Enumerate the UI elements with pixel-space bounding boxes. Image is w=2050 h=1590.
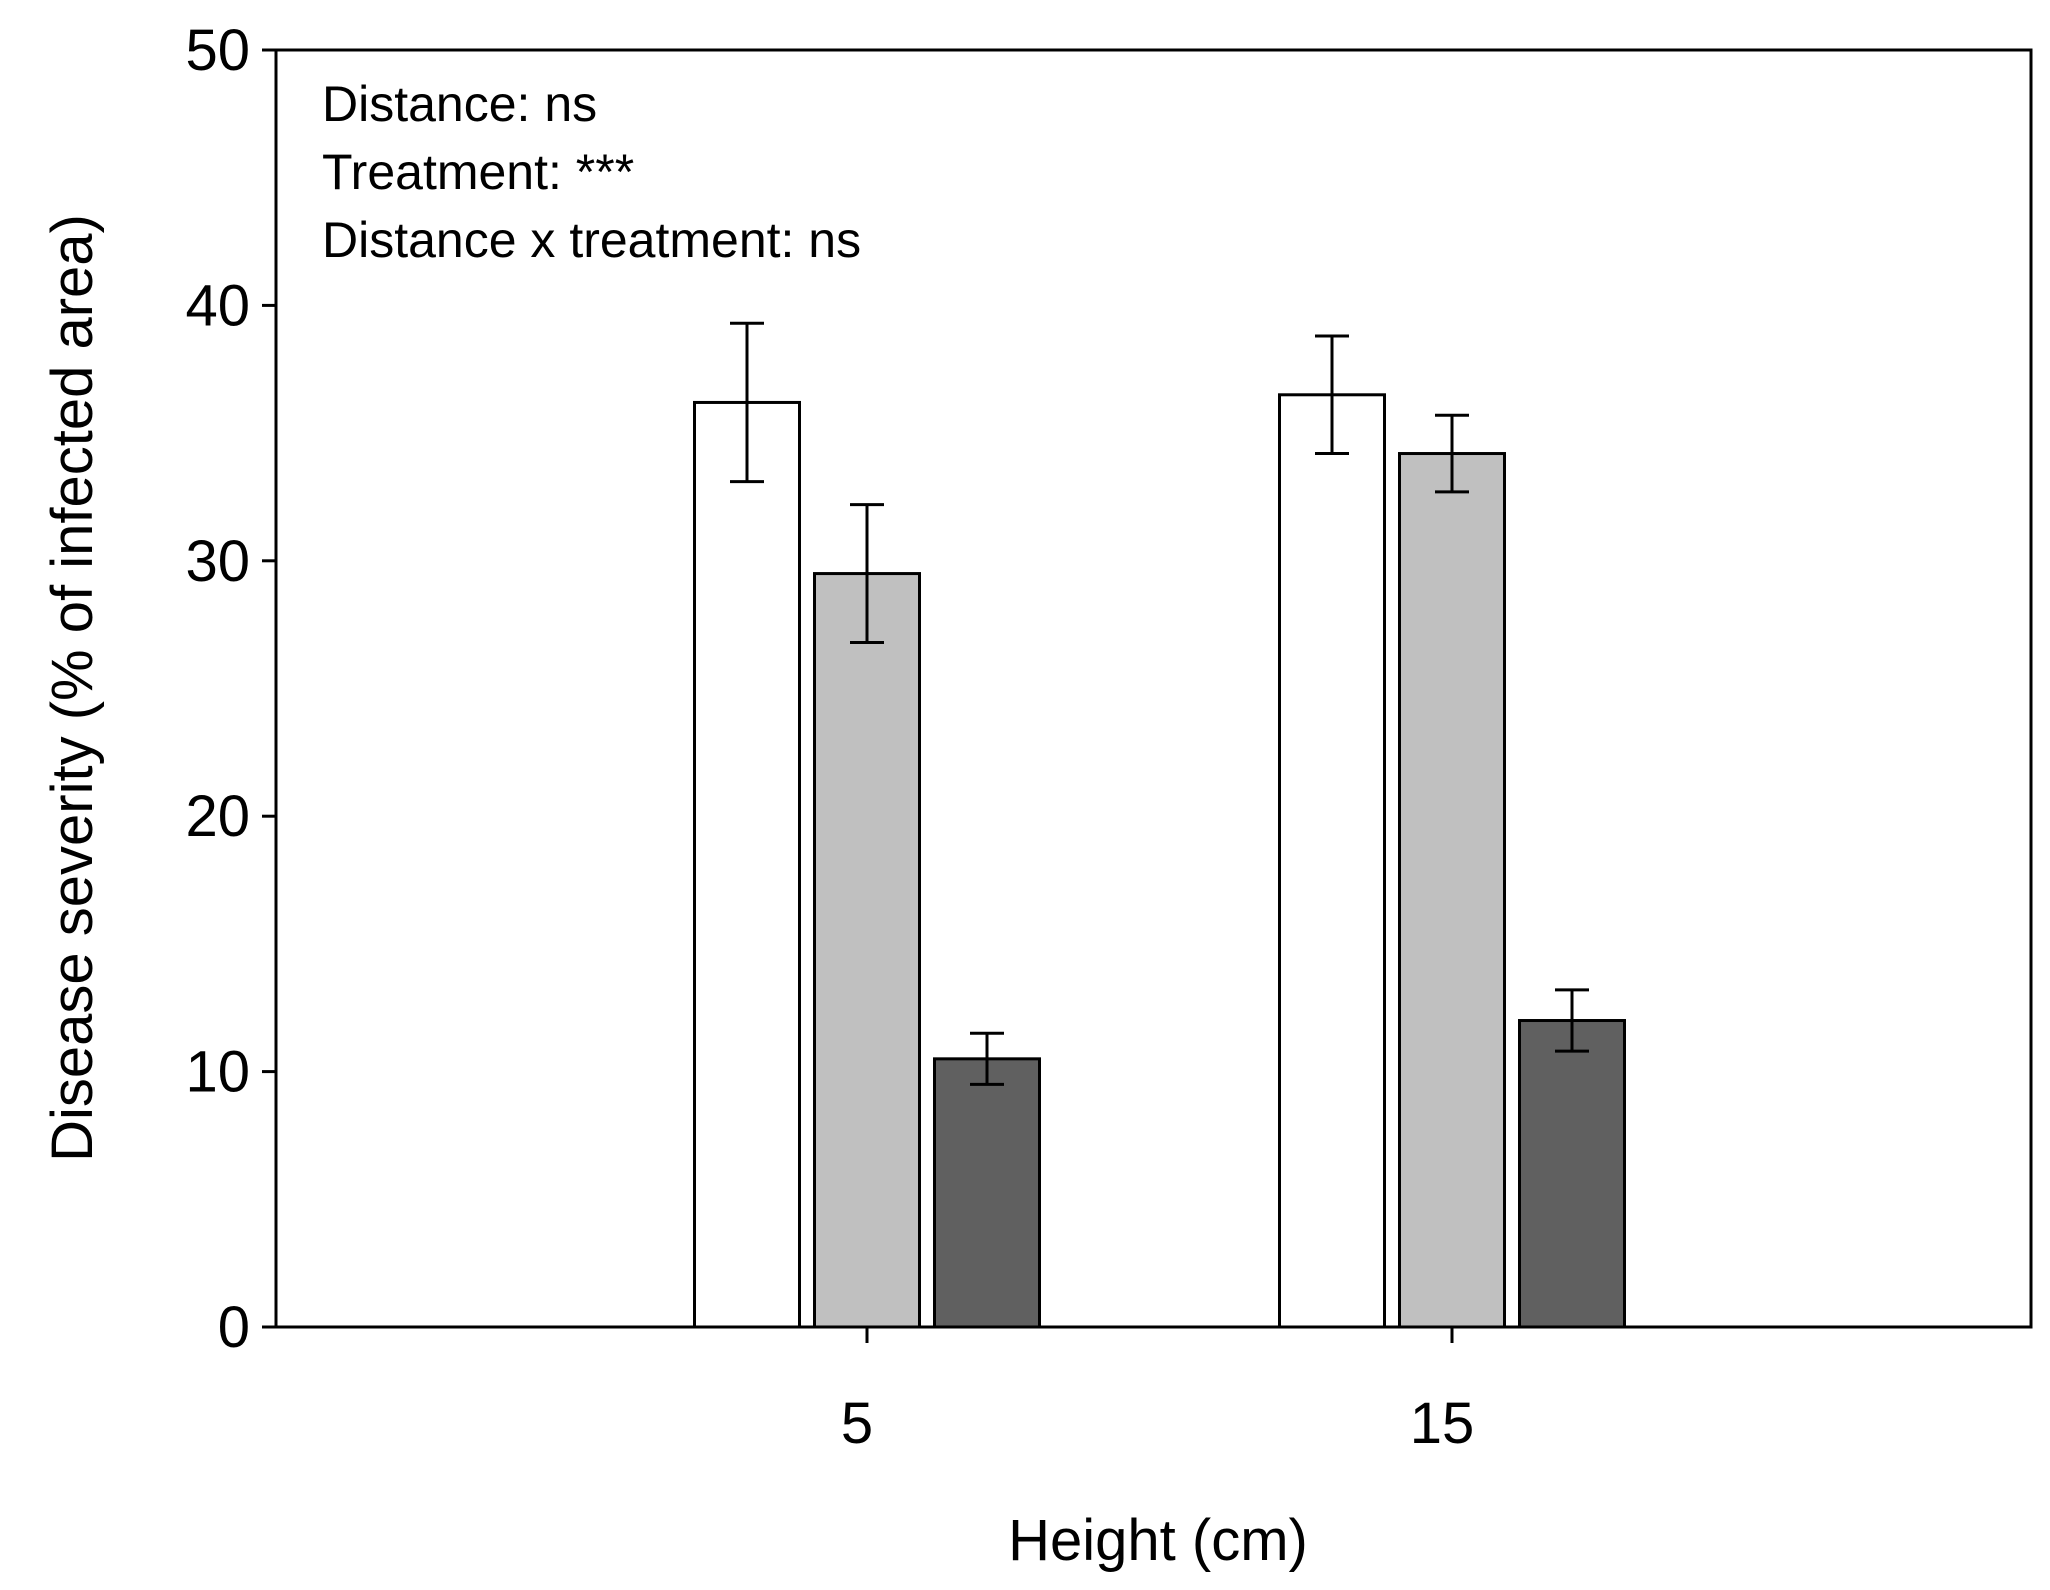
x-tick-label: 5 bbox=[841, 1391, 873, 1456]
y-tick-label: 10 bbox=[185, 1040, 250, 1105]
bar bbox=[1398, 452, 1506, 1329]
bar bbox=[813, 572, 921, 1329]
stats-annotation: Distance x treatment: ns bbox=[322, 212, 861, 268]
bar bbox=[1278, 393, 1386, 1329]
y-axis-label: Disease severity (% of infected area) bbox=[40, 214, 105, 1162]
y-tick-label: 50 bbox=[185, 18, 250, 83]
y-tick-label: 30 bbox=[185, 529, 250, 594]
bar bbox=[1518, 1019, 1626, 1329]
bar bbox=[693, 400, 801, 1329]
x-axis-label: Height (cm) bbox=[1008, 1508, 1308, 1573]
y-axis: 0 10 20 30 40 50 bbox=[185, 18, 276, 1360]
x-axis: 5 15 bbox=[841, 1327, 1474, 1456]
y-tick-label: 0 bbox=[218, 1295, 250, 1360]
plot-frame bbox=[274, 48, 2033, 1329]
bar bbox=[933, 1057, 1041, 1329]
y-tick-label: 20 bbox=[185, 784, 250, 849]
stats-annotation: Distance: ns bbox=[322, 76, 597, 132]
stats-annotation: Treatment: *** bbox=[322, 144, 634, 200]
y-tick-label: 40 bbox=[185, 273, 250, 338]
x-tick-label: 15 bbox=[1410, 1391, 1475, 1456]
bars-layer bbox=[693, 321, 1626, 1329]
annotations: Distance: ns Treatment: *** Distance x tre… bbox=[322, 76, 861, 268]
